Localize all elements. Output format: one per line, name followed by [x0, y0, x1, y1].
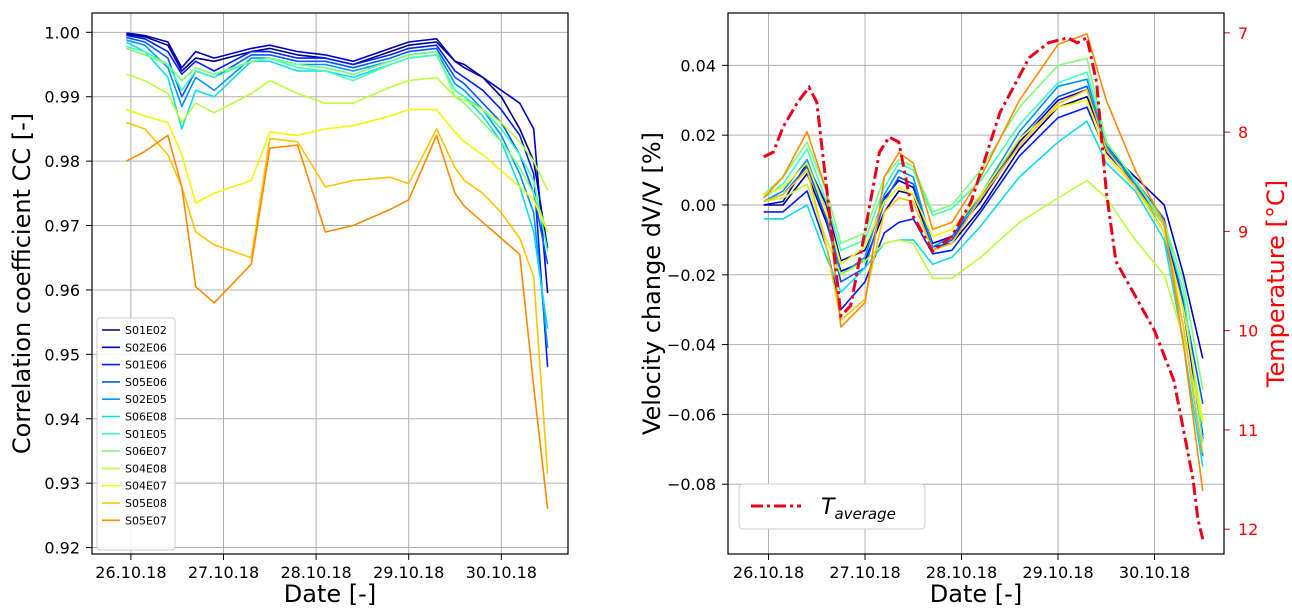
y2-tick-label: 8 [1238, 123, 1248, 142]
plot-frame [91, 12, 569, 555]
x-tick-label: 29.10.18 [1022, 563, 1093, 582]
legend-label-subscript: average [834, 505, 895, 523]
series-line-s01e02 [763, 96, 1204, 439]
legend-label: S04E08 [125, 462, 167, 475]
series-line-s06e07 [126, 47, 549, 233]
y-axis-label: Velocity change dV/V [%] [638, 132, 666, 435]
y-tick-label: 0.95 [44, 345, 80, 364]
legend-label: S04E07 [125, 480, 167, 493]
legend-label: S06E07 [125, 445, 167, 458]
legend-label: S02E05 [125, 393, 167, 406]
series-line-s02e06 [126, 32, 549, 294]
y-tick-label: 0.96 [44, 281, 80, 300]
y-tick-label: 0.99 [44, 88, 80, 107]
series-line-s05e07 [125, 134, 549, 509]
series-line-s04e07 [126, 108, 549, 233]
legend-label: S05E08 [125, 497, 167, 510]
series-line-s01e06 [763, 106, 1204, 436]
x-tick-label: 27.10.18 [829, 563, 900, 582]
y-tick-label: 0.92 [44, 539, 80, 558]
legend-label: S06E08 [125, 411, 167, 424]
legend-label: S05E06 [125, 376, 167, 389]
x-tick-label: 30.10.18 [466, 563, 537, 582]
legend-box [96, 317, 176, 551]
y-tick-label: −0.06 [667, 405, 716, 424]
y2-tick-label: 10 [1238, 322, 1258, 341]
y2-tick-label: 11 [1238, 421, 1258, 440]
legend-label-main: T [821, 495, 836, 520]
series-line-s01e05 [126, 45, 549, 252]
y-tick-label: 1.00 [44, 23, 80, 42]
temperature-line [763, 35, 1205, 540]
series-line-s06e08 [125, 41, 549, 329]
legend-label: Taverage [821, 495, 896, 523]
series-line-s05e08 [763, 89, 1204, 453]
series-line-s02e05 [126, 39, 549, 348]
legend-label: S02E06 [125, 341, 167, 354]
series-line-s04e08 [763, 179, 1204, 426]
right-chart-panel: 7 8 9 10 11 12 Temperature [°C] 26.10.18 27.10.1… [638, 12, 1290, 608]
series-line-s01e06 [126, 34, 549, 368]
left-chart-panel: 26.10.18 27.10.18 28.10.18 29.10.18 30.10.18… [8, 12, 569, 608]
x-tick-label: 26.10.18 [733, 563, 804, 582]
x-axis-label: Date [-] [930, 580, 1022, 608]
y2-axis-label: Temperature [°C] [1262, 180, 1290, 388]
legend-box [738, 483, 926, 530]
plot-frame [727, 12, 1225, 555]
legend-label: S01E05 [125, 428, 167, 441]
series-line-s02e05 [763, 78, 1204, 457]
series-line-s05e06 [126, 36, 549, 265]
y2-tick-label: 7 [1238, 24, 1248, 43]
y-tick-label: 0.94 [44, 410, 80, 429]
x-tick-label: 29.10.18 [373, 563, 444, 582]
y-tick-label: 0.97 [44, 217, 80, 236]
legend-label: S05E07 [125, 514, 167, 527]
legend-label: S01E02 [125, 324, 167, 337]
y-tick-label: 0.00 [680, 196, 716, 215]
y-tick-label: 0.02 [680, 126, 716, 145]
x-tick-label: 28.10.18 [280, 563, 351, 582]
y-tick-label: −0.08 [667, 475, 716, 494]
y-tick-label: −0.02 [667, 266, 716, 285]
series-line-s05e08 [126, 121, 549, 474]
series-line-s05e06 [763, 85, 1204, 405]
legend-label: S01E06 [125, 359, 167, 372]
series-line-s04e08 [126, 73, 549, 191]
y2-tick-label: 12 [1238, 520, 1258, 539]
x-axis-label: Date [-] [284, 580, 376, 608]
y2-tick-label: 9 [1238, 222, 1248, 241]
x-tick-label: 28.10.18 [926, 563, 997, 582]
y-tick-label: 0.93 [44, 474, 80, 493]
y-axis-label: Correlation coefficient CC [-] [8, 113, 36, 454]
y-tick-label: 0.04 [680, 56, 716, 75]
x-tick-label: 30.10.18 [1119, 563, 1190, 582]
x-tick-label: 27.10.18 [188, 563, 259, 582]
y-tick-label: 0.98 [44, 152, 80, 171]
x-tick-label: 26.10.18 [95, 563, 166, 582]
y-tick-label: −0.04 [667, 336, 716, 355]
